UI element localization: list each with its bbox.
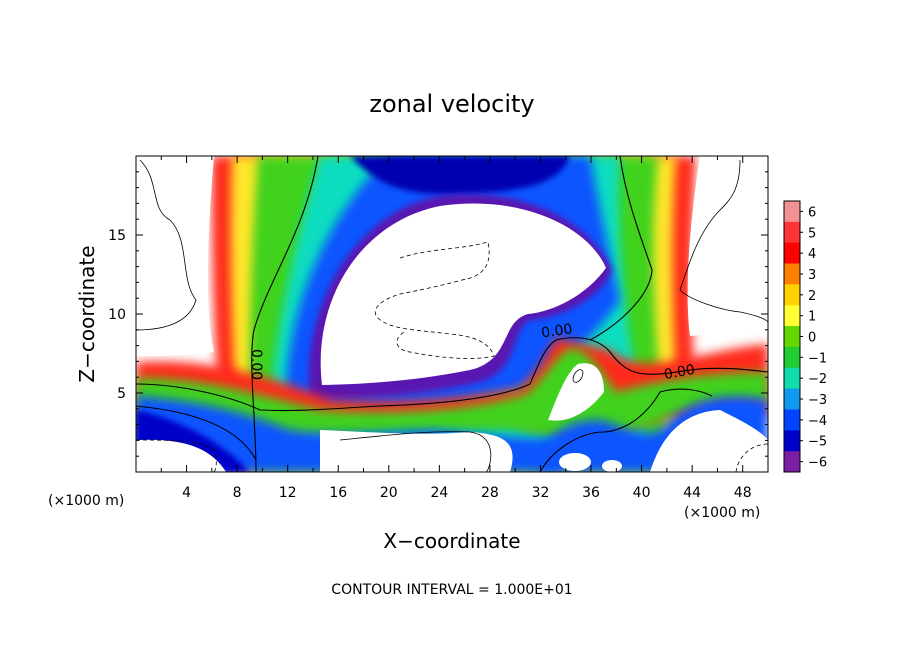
colorbar-swatch — [784, 263, 800, 285]
colorbar-swatch — [784, 242, 800, 265]
colorbar-swatch — [784, 430, 800, 452]
colorbar-swatch — [784, 451, 800, 473]
x-tick-label: 12 — [279, 485, 297, 501]
y-axis-label: Z−coordinate — [75, 245, 99, 382]
x-tick-label: 8 — [233, 485, 242, 501]
contour-labels: 0.00 0.00 0.00 — [248, 321, 696, 383]
colorbar-label: 1 — [808, 310, 816, 325]
colorbar-swatch — [784, 367, 800, 390]
y-tick-label: 10 — [108, 307, 126, 323]
colorbar-swatch — [784, 305, 800, 327]
colorbar-swatch — [784, 201, 800, 223]
x-tick-label: 20 — [380, 485, 398, 501]
colorbar-swatch — [784, 284, 800, 306]
colorbar-swatch — [784, 409, 800, 431]
contour-label: 0.00 — [663, 362, 696, 383]
colorbar-label: −4 — [808, 414, 827, 429]
colorbar-label: −1 — [808, 351, 827, 366]
colorbar-label: 2 — [808, 289, 816, 304]
y-tick-label: 5 — [117, 386, 126, 402]
x-unit-left: (×1000 m) — [48, 493, 124, 509]
x-tick-label: 4 — [182, 485, 191, 501]
x-tick-label: 44 — [683, 485, 701, 501]
colorbar-swatch — [784, 326, 800, 348]
x-tick-label: 28 — [481, 485, 499, 501]
colorbar-label: 3 — [808, 268, 816, 283]
x-tick-label: 40 — [633, 485, 651, 501]
x-tick-label: 24 — [430, 485, 448, 501]
y-axis-ticks: 5 10 15 — [108, 171, 768, 457]
x-unit-right: (×1000 m) — [684, 505, 760, 521]
colorbar-swatch — [784, 388, 800, 410]
chart-title: zonal velocity — [369, 90, 534, 118]
contour-label: 0.00 — [540, 321, 573, 341]
heatmap-field — [136, 156, 768, 472]
colorbar-swatch — [784, 221, 800, 244]
x-axis-ticks: 4 8 12 16 20 24 28 32 36 40 44 48 — [160, 156, 752, 501]
colorbar-label: −2 — [808, 372, 827, 387]
y-tick-label: 15 — [108, 228, 126, 244]
x-tick-label: 48 — [734, 485, 752, 501]
colorbar-label: 6 — [808, 205, 816, 220]
colorbar-label: 5 — [808, 226, 816, 241]
colorbar-label: 0 — [808, 331, 816, 346]
contour-interval-note: CONTOUR INTERVAL = 1.000E+01 — [331, 582, 572, 598]
colorbar: 6 5 4 3 2 1 0 −1 −2 −3 −4 −5 −6 — [783, 200, 827, 473]
x-tick-label: 36 — [582, 485, 600, 501]
x-tick-label: 32 — [532, 485, 550, 501]
contour-label: 0.00 — [248, 349, 264, 380]
x-tick-label: 16 — [329, 485, 347, 501]
colorbar-swatch — [784, 346, 800, 369]
colorbar-label: 4 — [808, 247, 816, 262]
x-axis-label: X−coordinate — [383, 529, 520, 553]
colorbar-label: −6 — [808, 456, 827, 471]
colorbar-label: −5 — [808, 435, 827, 450]
colorbar-label: −3 — [808, 393, 827, 408]
